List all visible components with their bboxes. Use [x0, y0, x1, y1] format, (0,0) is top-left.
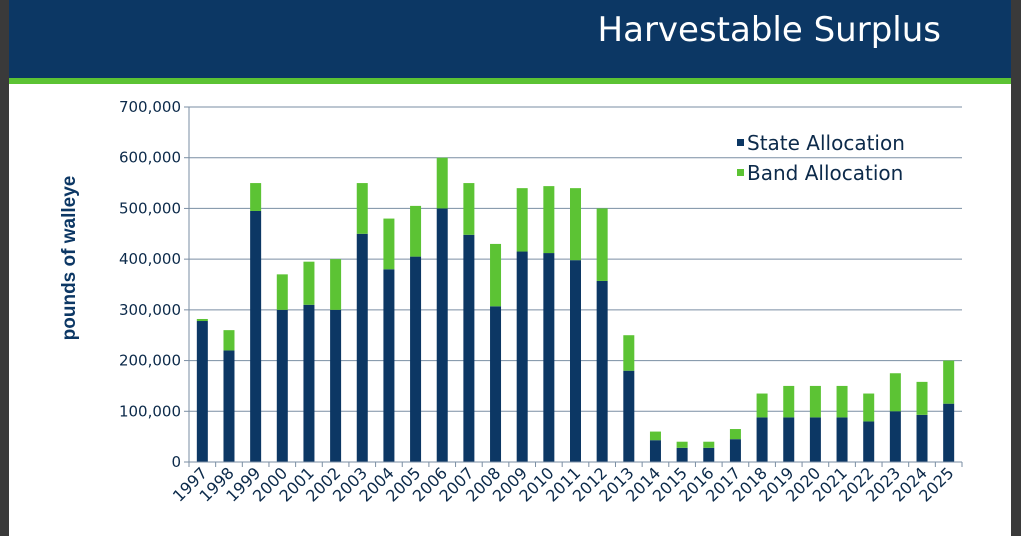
bar-state-allocation — [303, 304, 315, 462]
bar-state-allocation — [543, 253, 555, 462]
y-tick-label: 300,000 — [119, 301, 181, 319]
bar-band-allocation — [863, 393, 875, 422]
bar-state-allocation — [756, 417, 768, 462]
bar-state-allocation — [410, 256, 422, 462]
bar-band-allocation — [783, 385, 795, 418]
bar-band-allocation — [809, 385, 821, 418]
bar-state-allocation — [383, 269, 395, 462]
y-tick-label: 700,000 — [119, 98, 181, 116]
bar-band-allocation — [889, 373, 901, 412]
bar-state-allocation — [490, 306, 502, 462]
legend-swatch-band — [737, 169, 744, 176]
bar-state-allocation — [863, 421, 875, 462]
bars — [196, 157, 955, 462]
bar-band-allocation — [649, 431, 661, 441]
bar-band-allocation — [250, 183, 262, 211]
bar-state-allocation — [943, 403, 955, 462]
y-tick-label: 500,000 — [119, 199, 181, 217]
bar-state-allocation — [809, 417, 821, 462]
bar-band-allocation — [330, 259, 342, 310]
bar-band-allocation — [596, 208, 608, 281]
harvestable-surplus-chart: 0 100,000 200,000 300,000 400,000 500,000 600,… — [59, 98, 963, 506]
bar-band-allocation — [463, 183, 475, 235]
y-tick-label: 200,000 — [119, 352, 181, 370]
bar-state-allocation — [596, 280, 608, 462]
bar-band-allocation — [703, 441, 715, 448]
bar-band-allocation — [383, 218, 395, 270]
bar-band-allocation — [410, 205, 422, 257]
bar-state-allocation — [223, 350, 235, 462]
bar-band-allocation — [570, 188, 581, 261]
y-tick-label: 0 — [171, 453, 181, 471]
slide-title: Harvestable Surplus — [597, 10, 941, 50]
y-axis-label: pounds of walleye — [59, 176, 80, 341]
bar-state-allocation — [703, 447, 715, 462]
title-accent-bar — [9, 78, 1011, 84]
bar-state-allocation — [729, 439, 741, 462]
y-axis-tick-labels: 0 100,000 200,000 300,000 400,000 500,000 600,… — [119, 98, 181, 471]
bar-state-allocation — [516, 251, 528, 462]
bar-band-allocation — [356, 183, 368, 234]
bar-band-allocation — [516, 188, 528, 252]
bar-state-allocation — [196, 321, 208, 462]
bar-band-allocation — [223, 330, 235, 351]
legend-label-state: State Allocation — [747, 131, 905, 155]
bar-state-allocation — [356, 233, 368, 462]
bar-band-allocation — [543, 186, 555, 254]
bar-band-allocation — [729, 429, 741, 440]
bar-state-allocation — [676, 447, 688, 462]
bar-band-allocation — [490, 243, 502, 307]
legend: State Allocation Band Allocation — [737, 131, 905, 185]
bar-band-allocation — [836, 385, 848, 418]
bar-state-allocation — [276, 309, 288, 462]
bar-band-allocation — [916, 381, 928, 415]
bar-state-allocation — [649, 440, 661, 462]
bar-state-allocation — [570, 260, 581, 462]
slide: Harvestable Surplus 0 100,000 200,000 300,0… — [9, 0, 1011, 536]
legend-swatch-state — [737, 139, 744, 146]
bar-band-allocation — [436, 157, 448, 209]
bar-state-allocation — [623, 370, 635, 462]
legend-label-band: Band Allocation — [747, 161, 903, 185]
y-tick-label: 600,000 — [119, 149, 181, 167]
bar-band-allocation — [756, 393, 768, 418]
bar-band-allocation — [276, 274, 288, 310]
bar-state-allocation — [916, 414, 928, 462]
bar-state-allocation — [836, 417, 848, 462]
bar-state-allocation — [436, 208, 448, 462]
y-tick-label: 400,000 — [119, 250, 181, 268]
bar-state-allocation — [463, 234, 475, 462]
bar-band-allocation — [303, 261, 315, 305]
title-bar: Harvestable Surplus — [9, 0, 1011, 78]
x-axis-tick-labels: 1997199819992000200120022003200420052006… — [169, 462, 963, 506]
bar-state-allocation — [330, 309, 342, 462]
y-tick-label: 100,000 — [119, 402, 181, 420]
bar-band-allocation — [943, 360, 955, 404]
bar-band-allocation — [676, 441, 688, 448]
bar-state-allocation — [250, 210, 262, 462]
bar-band-allocation — [196, 318, 208, 322]
bar-state-allocation — [783, 417, 795, 462]
bar-state-allocation — [889, 411, 901, 462]
bar-band-allocation — [623, 335, 635, 371]
